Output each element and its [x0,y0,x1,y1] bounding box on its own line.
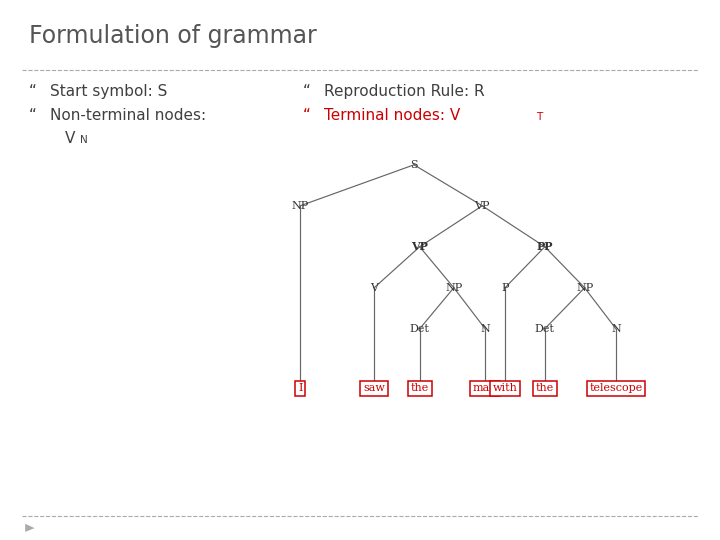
Text: VP: VP [474,201,490,211]
Text: Non-terminal nodes:: Non-terminal nodes: [50,108,207,123]
Text: N: N [80,135,88,145]
Text: “: “ [29,84,37,99]
Text: NP: NP [576,283,593,293]
Text: Formulation of grammar: Formulation of grammar [29,24,317,48]
Text: “: “ [302,84,310,99]
Text: Start symbol: S: Start symbol: S [50,84,168,99]
Text: PP: PP [536,241,553,252]
Text: “: “ [302,108,310,123]
Text: V: V [65,131,75,146]
Text: NP: NP [292,201,309,211]
Text: VP: VP [411,241,428,252]
Text: “: “ [29,108,37,123]
Polygon shape [25,524,35,532]
Text: Det: Det [410,324,430,334]
Text: man: man [473,383,498,393]
Text: N: N [480,324,490,334]
Text: T: T [536,112,543,122]
Text: Det: Det [535,324,555,334]
Text: I: I [298,383,302,393]
Text: P: P [501,283,509,293]
Text: Terminal nodes: V: Terminal nodes: V [324,108,460,123]
Text: V: V [370,283,378,293]
Text: saw: saw [364,383,385,393]
Text: Reproduction Rule: R: Reproduction Rule: R [324,84,485,99]
Text: NP: NP [445,283,462,293]
Text: N: N [611,324,621,334]
Text: S: S [410,160,418,170]
Text: the: the [536,383,554,393]
Text: the: the [410,383,429,393]
Text: telescope: telescope [589,383,642,393]
Text: with: with [492,383,518,393]
